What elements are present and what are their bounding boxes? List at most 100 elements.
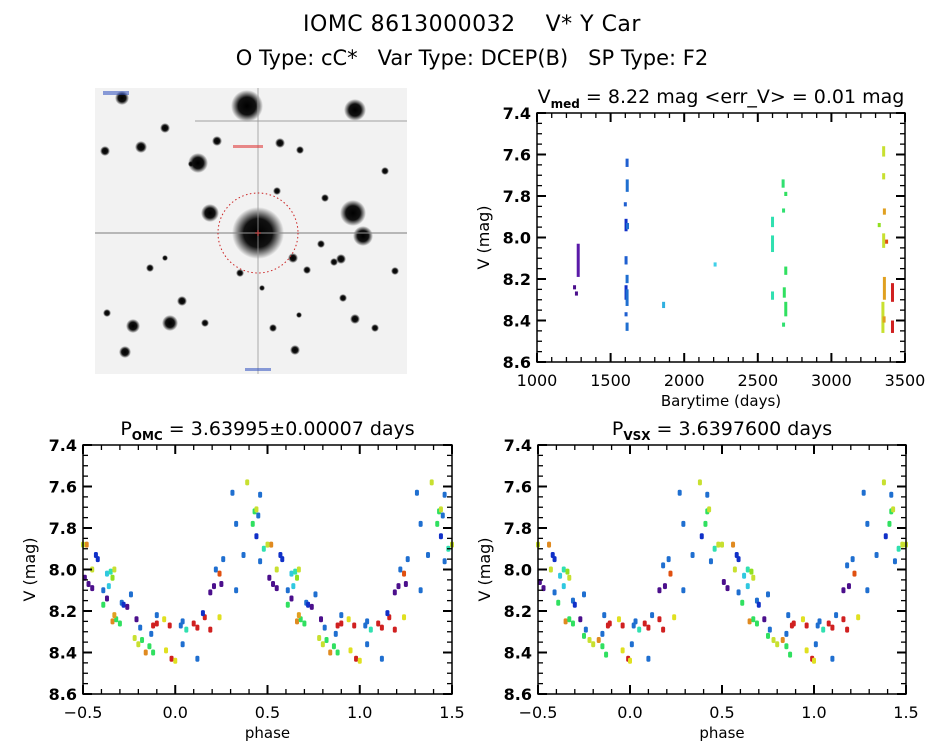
star-icon bbox=[188, 153, 208, 173]
plot-title-rest: = 8.22 mag <err_V> = 0.01 mag bbox=[580, 86, 904, 108]
data-point bbox=[657, 587, 662, 594]
data-point bbox=[625, 179, 629, 192]
data-point bbox=[850, 556, 855, 563]
data-point bbox=[565, 568, 570, 575]
data-point bbox=[368, 626, 373, 633]
y-tick-label: 8.2 bbox=[504, 602, 532, 621]
data-point bbox=[398, 566, 403, 573]
x-tick-label: 0.0 bbox=[617, 703, 642, 722]
data-point bbox=[751, 574, 756, 581]
data-point bbox=[101, 587, 106, 594]
plot-title-rest: = 3.63995±0.00007 days bbox=[163, 418, 415, 440]
star-icon bbox=[296, 146, 304, 154]
x-axis-label: phase bbox=[245, 724, 290, 742]
data-point bbox=[269, 541, 274, 548]
data-point bbox=[896, 545, 901, 552]
data-point bbox=[578, 616, 583, 623]
data-point bbox=[672, 614, 677, 621]
data-point bbox=[335, 649, 340, 656]
data-point bbox=[561, 583, 566, 590]
data-point bbox=[771, 291, 775, 300]
data-point bbox=[751, 616, 756, 623]
data-point bbox=[721, 578, 726, 585]
star-icon bbox=[103, 309, 111, 317]
data-point bbox=[339, 620, 344, 627]
star-icon bbox=[231, 90, 263, 122]
star-icon bbox=[317, 240, 325, 248]
star-icon bbox=[303, 266, 311, 274]
star-icon bbox=[146, 264, 154, 272]
data-point bbox=[346, 616, 351, 623]
data-point bbox=[817, 618, 822, 625]
data-point bbox=[561, 566, 566, 573]
data-point bbox=[784, 301, 788, 317]
data-marks bbox=[536, 479, 908, 664]
data-point bbox=[90, 585, 95, 592]
sky-image bbox=[95, 88, 407, 374]
data-point bbox=[320, 641, 325, 648]
data-point bbox=[191, 620, 196, 627]
data-point bbox=[662, 583, 667, 590]
data-point bbox=[217, 614, 222, 621]
data-point bbox=[322, 624, 327, 631]
data-point bbox=[280, 556, 285, 563]
data-point bbox=[587, 637, 592, 644]
x-tick-label: 1.0 bbox=[801, 703, 826, 722]
lightcurve-plot: Vmed = 8.22 mag <err_V> = 0.01 mag 7.4 7.6… bbox=[474, 86, 925, 410]
data-point bbox=[392, 589, 397, 596]
x-axis-label: phase bbox=[699, 724, 744, 742]
data-point bbox=[782, 287, 786, 298]
data-point bbox=[104, 570, 109, 577]
data-point bbox=[285, 587, 290, 594]
target-label-marker bbox=[233, 145, 263, 148]
data-point bbox=[865, 587, 870, 594]
data-point bbox=[742, 572, 747, 579]
data-point bbox=[731, 541, 736, 548]
y-tick-label: 8.0 bbox=[504, 561, 532, 580]
data-point bbox=[442, 491, 447, 498]
data-point bbox=[804, 622, 809, 629]
data-point bbox=[195, 655, 200, 662]
data-point bbox=[865, 520, 870, 527]
data-point bbox=[567, 616, 572, 623]
star-icon bbox=[236, 269, 244, 277]
y-tick-label: 7.6 bbox=[49, 478, 77, 497]
data-point bbox=[302, 620, 307, 627]
data-point bbox=[104, 595, 109, 602]
data-point bbox=[800, 616, 805, 623]
data-point bbox=[208, 589, 213, 596]
data-point bbox=[830, 624, 835, 631]
data-point bbox=[274, 566, 279, 573]
data-point bbox=[623, 202, 627, 207]
data-point bbox=[767, 626, 772, 633]
data-point bbox=[736, 556, 741, 563]
data-point bbox=[379, 624, 384, 631]
x-tick-label: 3000 bbox=[811, 371, 852, 390]
data-point bbox=[265, 541, 270, 548]
data-point bbox=[331, 643, 336, 650]
data-point bbox=[234, 587, 239, 594]
data-point bbox=[628, 657, 632, 664]
data-point bbox=[624, 312, 628, 317]
plot-title-subscript: OMC bbox=[132, 429, 163, 443]
data-point bbox=[703, 520, 708, 527]
data-point bbox=[745, 583, 750, 590]
data-point bbox=[716, 541, 721, 548]
star-icon bbox=[350, 314, 360, 324]
data-point bbox=[365, 641, 370, 648]
star-icon bbox=[201, 204, 219, 222]
data-point bbox=[707, 506, 712, 513]
data-point bbox=[438, 506, 443, 513]
data-point bbox=[306, 601, 311, 608]
star-icon bbox=[201, 319, 209, 327]
data-point bbox=[285, 601, 290, 608]
data-point bbox=[552, 556, 557, 563]
y-tick-label: 7.8 bbox=[503, 187, 531, 206]
data-point bbox=[254, 506, 259, 513]
data-point bbox=[164, 647, 169, 654]
plot-title-subscript: med bbox=[551, 97, 580, 111]
data-point bbox=[348, 647, 353, 654]
y-tick-label: 8.6 bbox=[49, 685, 77, 704]
data-point bbox=[745, 566, 750, 573]
data-point bbox=[195, 624, 200, 631]
